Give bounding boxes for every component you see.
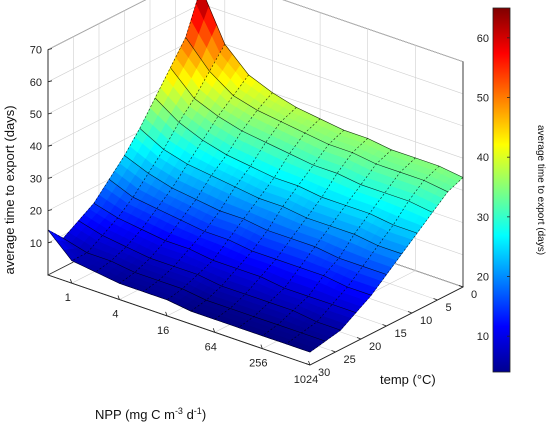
z-tick-label: 30	[30, 173, 42, 185]
z-tick-mark	[47, 241, 53, 244]
surface	[47, 0, 464, 353]
z-tick-mark	[47, 112, 53, 115]
z-tick-mark	[47, 177, 53, 179]
z-tick-mark	[47, 48, 53, 50]
temp-tick-mark	[458, 285, 464, 288]
z-tick-label: 20	[30, 206, 42, 218]
npp-label-sup1: -3	[175, 406, 183, 416]
colorbar-tick-label: 50	[477, 93, 489, 105]
surface-temp-line	[139, 128, 402, 255]
z-tick-label: 70	[30, 45, 42, 57]
npp-label-sup2: -1	[194, 406, 202, 416]
surface-temp-line	[109, 179, 372, 296]
surface-temp-line	[154, 97, 418, 234]
z-axis-label: average time to export (days)	[2, 105, 17, 274]
npp-tick-label: 1024	[294, 374, 318, 386]
surface-temp-line	[63, 237, 326, 342]
npp-tick-mark	[165, 311, 168, 317]
temp-tick-label: 20	[369, 341, 381, 353]
npp-tick-mark	[260, 344, 263, 349]
surface-temp-line	[47, 229, 311, 353]
z-tick-mark	[47, 144, 53, 147]
surface-temp-line	[185, 37, 448, 193]
surface-npp-line	[286, 165, 440, 345]
surface-temp-line	[78, 220, 341, 331]
npp-label-base: NPP (mg C m	[95, 407, 175, 422]
surface-npp-line	[143, 107, 297, 292]
temp-tick-mark	[433, 298, 438, 301]
colorbar-tick-label: 40	[477, 152, 489, 164]
temp-tick-mark	[407, 311, 413, 314]
temp-tick-mark	[356, 337, 362, 340]
colorbar-tick-label: 20	[477, 272, 489, 284]
temp-tick-label: 10	[420, 315, 432, 327]
colorbar-label: average time to export (days)	[535, 125, 546, 255]
surface-temp-line	[124, 155, 387, 275]
npp-axis-label: NPP (mg C m-3 d-1)	[95, 406, 206, 422]
surface-npp-line	[95, 74, 249, 273]
temp-tick-mark	[305, 363, 311, 366]
colorbar-tick-label: 60	[477, 33, 489, 45]
npp-tick-mark	[117, 295, 120, 300]
npp-tick-mark	[212, 328, 216, 333]
temp-tick-label: 30	[318, 367, 330, 379]
temp-tick-label: 25	[344, 354, 356, 366]
z-tick-label: 50	[30, 109, 42, 121]
surface-npp-line	[119, 92, 273, 284]
colorbar-ticks: 10 20 30 40 50 60	[477, 33, 510, 343]
npp-tick-label: 256	[249, 358, 267, 370]
colorbar-tick-label: 10	[477, 331, 489, 343]
temp-axis-label: temp (°C)	[380, 372, 436, 387]
npp-tick-label: 1	[65, 292, 71, 304]
surface-temp-line	[170, 67, 433, 213]
colorbar	[492, 7, 511, 373]
surface-npp-line	[214, 138, 368, 320]
surface-npp-line	[190, 129, 345, 312]
npp-tick-label: 64	[205, 341, 217, 353]
npp-label-end: )	[202, 407, 206, 422]
npp-tick-mark	[69, 279, 73, 284]
z-tick-mark	[47, 80, 53, 83]
temp-tick-mark	[382, 324, 387, 327]
z-tick-label: 40	[30, 141, 42, 153]
z-tick-label: 10	[30, 238, 42, 250]
tick-labels: 10 20 30 40 50 60 70 1 4 16 64 256 1024 0 5 10 15 20 25 30	[30, 45, 477, 386]
surface-temp-line	[93, 203, 356, 313]
npp-tick-mark	[308, 360, 311, 366]
temp-tick-label: 15	[395, 328, 407, 340]
z-gridline	[47, 0, 464, 62]
surface-npp-line	[47, 0, 198, 239]
npp-axis-line	[47, 274, 311, 366]
npp-tick-label: 16	[157, 325, 169, 337]
surface-npp-line	[166, 118, 321, 301]
temp-tick-label: 5	[446, 302, 452, 314]
colorbar-tick-label: 30	[477, 212, 489, 224]
npp-label-mid: d	[183, 407, 194, 422]
temp-tick-label: 0	[471, 289, 477, 301]
z-tick-mark	[47, 209, 53, 211]
z-tick-label: 60	[30, 77, 42, 89]
surface-temp-line	[205, 0, 464, 178]
temp-tick-mark	[331, 350, 336, 353]
npp-tick-label: 4	[112, 309, 118, 321]
